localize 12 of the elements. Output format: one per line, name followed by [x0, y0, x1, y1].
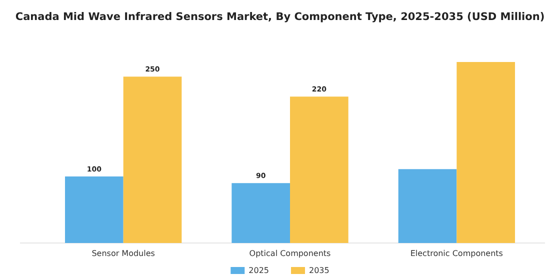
bar: [290, 96, 348, 243]
x-tick-label: Optical Components: [249, 249, 331, 258]
legend-label: 2035: [309, 266, 330, 275]
bar: [123, 76, 182, 243]
bar: [65, 176, 124, 243]
bar: [232, 183, 290, 243]
bar: [456, 62, 515, 243]
legend-label: 2025: [248, 266, 269, 275]
x-tick-label: Electronic Components: [410, 249, 503, 258]
bar: [398, 169, 457, 243]
chart-title: Canada Mid Wave Infrared Sensors Market, By Component Type, 2025-2035 (USD Million): [15, 11, 545, 23]
x-tick-label: Sensor Modules: [92, 249, 155, 258]
